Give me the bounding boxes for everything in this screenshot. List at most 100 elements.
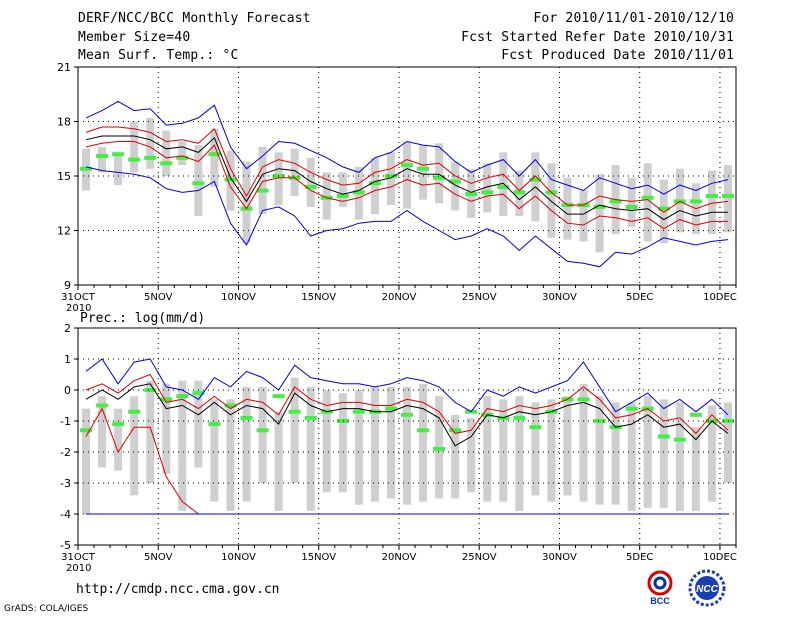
median-marker — [529, 425, 542, 430]
median-marker — [673, 437, 686, 442]
median-marker — [256, 188, 269, 193]
median-marker — [497, 184, 510, 189]
spread-box — [354, 390, 363, 505]
spread-box — [258, 386, 267, 483]
y-tick-label: 15 — [57, 170, 71, 183]
spread-box — [435, 143, 444, 204]
bcc-logo-text: BCC — [650, 596, 670, 606]
median-marker — [368, 181, 381, 186]
spread-box — [306, 386, 315, 511]
median-marker — [224, 177, 237, 182]
spread-box — [146, 117, 155, 169]
median-marker — [128, 157, 141, 162]
fcst-started-date: Fcst Started Refer Date 2010/10/31 — [461, 30, 734, 45]
series-line-lower — [85, 141, 728, 230]
spread-box — [483, 396, 492, 502]
median-marker — [176, 394, 189, 399]
spread-box — [723, 165, 732, 233]
median-marker — [577, 397, 590, 402]
x-tick-label: 10DEC — [703, 552, 737, 563]
spread-box — [403, 386, 411, 505]
median-marker — [593, 419, 606, 423]
x-tick-label: 20NOV — [382, 292, 417, 303]
spread-box — [338, 172, 347, 207]
bcc-logo: BCC — [647, 570, 673, 606]
median-marker — [112, 422, 125, 427]
spread-box — [707, 170, 716, 235]
median-marker — [192, 391, 205, 396]
median-marker — [160, 161, 173, 166]
spread-box — [499, 399, 508, 502]
series-line-mean — [85, 135, 728, 221]
source-url[interactable]: http://cmdp.ncc.cma.gov.cn — [76, 582, 280, 597]
spread-box — [563, 177, 572, 240]
spread-box — [146, 380, 155, 483]
y-tick-label: -5 — [60, 539, 71, 552]
spread-box — [707, 405, 716, 502]
spread-box — [386, 386, 395, 499]
spread-box — [242, 386, 251, 502]
y-tick-label: 0 — [64, 384, 71, 397]
median-marker — [721, 193, 734, 198]
spread-box — [643, 396, 652, 508]
forecast-period: For 2010/11/01-2010/12/10 — [533, 11, 734, 26]
median-marker — [304, 184, 317, 189]
spread-box — [370, 157, 379, 215]
median-marker — [417, 428, 430, 433]
median-marker — [513, 415, 526, 420]
spread-box — [130, 396, 139, 496]
x-tick-label: 25NOV — [462, 552, 497, 563]
spread-box — [419, 145, 428, 200]
spread-box — [98, 396, 107, 468]
spread-box — [258, 146, 267, 215]
median-marker — [689, 199, 702, 204]
spread-box — [531, 402, 540, 496]
spread-box — [322, 390, 331, 493]
median-marker — [401, 163, 413, 168]
median-marker — [352, 409, 365, 414]
median-marker — [449, 428, 462, 433]
median-marker — [128, 409, 141, 414]
plot-frame — [77, 327, 737, 546]
grads-credit: GrADS: COLA/IGES — [4, 604, 89, 614]
spread-box — [595, 396, 604, 505]
spread-box — [627, 177, 636, 227]
x-tick-label: 5NOV — [144, 292, 173, 303]
median-marker — [609, 199, 622, 204]
x-tick-sublabel: 2010 — [66, 303, 91, 314]
median-marker — [144, 388, 157, 392]
median-marker — [593, 204, 606, 209]
y-tick-label: 9 — [64, 279, 71, 292]
spread-box — [162, 130, 171, 176]
median-marker — [449, 179, 462, 184]
spread-box — [210, 128, 219, 187]
spread-box — [563, 396, 572, 496]
median-marker — [625, 204, 638, 209]
median-marker — [304, 415, 317, 420]
y-tick-label: 18 — [57, 116, 71, 129]
series-line-upper — [85, 126, 729, 213]
spread-box — [547, 163, 556, 238]
median-marker — [529, 177, 542, 182]
median-marker — [641, 195, 654, 200]
variable-label: Mean Surf. Temp.: °C — [78, 48, 239, 63]
spread-box — [242, 161, 251, 244]
spread-box — [467, 417, 476, 493]
spread-box — [499, 152, 508, 216]
median-marker — [144, 155, 157, 160]
series-line-max — [85, 100, 729, 195]
spread-box — [547, 399, 556, 502]
median-marker — [208, 422, 221, 427]
spread-box — [691, 427, 700, 511]
median-marker — [80, 428, 93, 433]
median-marker — [433, 446, 446, 451]
y-tick-label: -3 — [60, 477, 71, 490]
median-marker — [401, 412, 413, 417]
y-tick-label: -4 — [60, 508, 71, 521]
median-marker — [625, 406, 638, 411]
x-tick-label: 10NOV — [221, 552, 256, 563]
chart-title: DERF/NCC/BCC Monthly Forecast — [78, 11, 311, 26]
median-marker — [465, 192, 478, 197]
